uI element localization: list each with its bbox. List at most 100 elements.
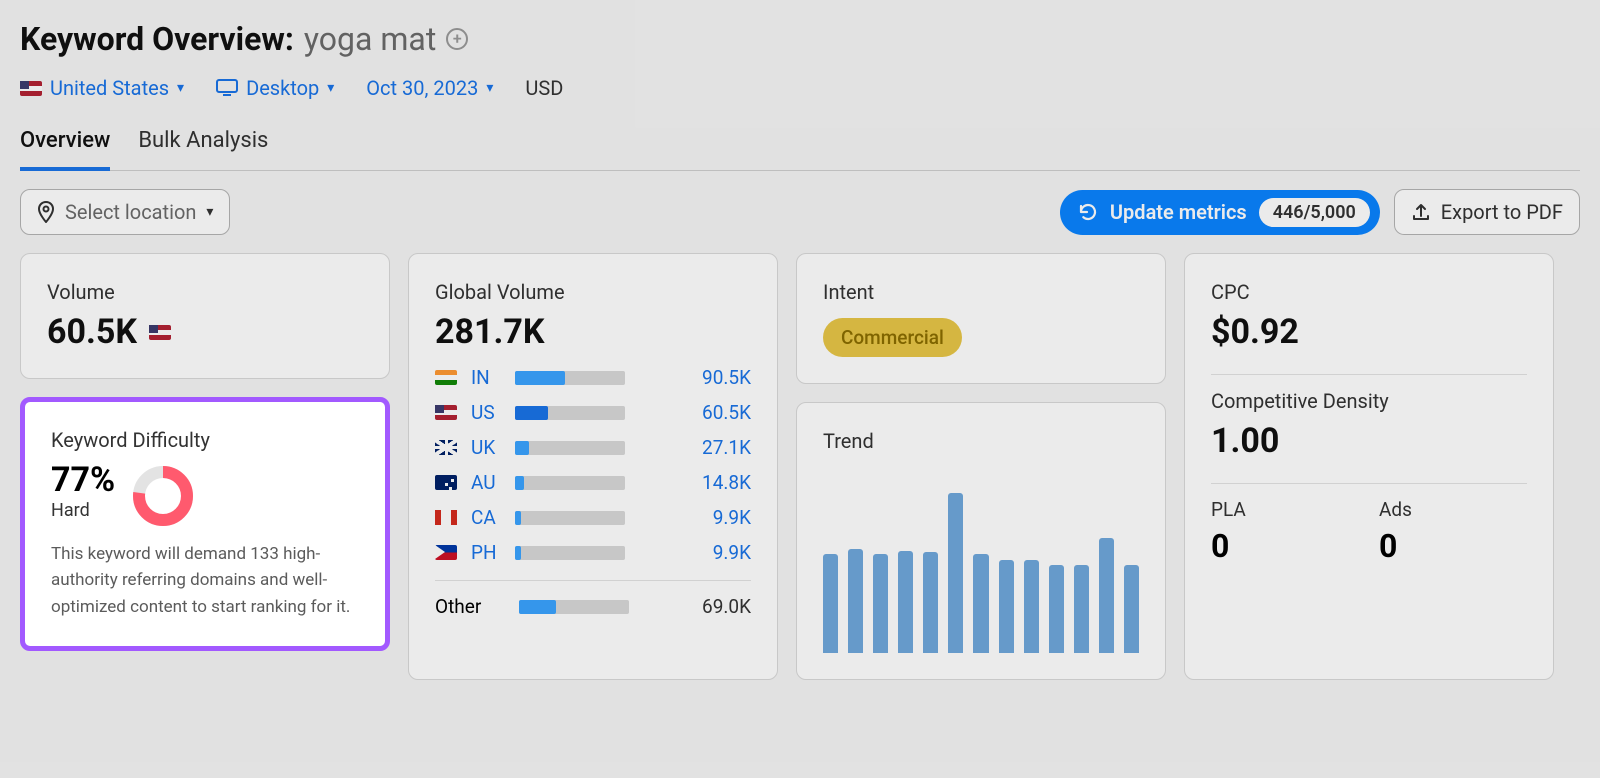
global-volume-row: UK 27.1K (435, 436, 751, 459)
trend-bar (1024, 560, 1039, 653)
trend-card: Trend (796, 402, 1166, 680)
chevron-down-icon: ▾ (206, 204, 213, 220)
tab-overview[interactable]: Overview (20, 128, 110, 171)
country-code-link[interactable]: PH (471, 541, 505, 564)
export-pdf-button[interactable]: Export to PDF (1394, 189, 1580, 235)
kd-level: Hard (51, 500, 115, 521)
country-code-link[interactable]: US (471, 401, 505, 424)
chevron-down-icon: ▾ (327, 80, 334, 96)
page-title-keyword: yoga mat (304, 20, 436, 58)
trend-bar (898, 551, 913, 653)
ca-flag-icon (435, 510, 457, 525)
kd-percent: 77% (51, 460, 115, 500)
in-flag-icon (435, 370, 457, 385)
global-volume-label: Global Volume (435, 280, 751, 304)
country-volume-link[interactable]: 9.9K (681, 506, 751, 529)
device-filter[interactable]: Desktop ▾ (216, 76, 334, 100)
trend-bar (823, 554, 838, 653)
ph-flag-icon (435, 545, 457, 560)
quota-badge: 446/5,000 (1259, 198, 1370, 227)
us-flag-icon (20, 81, 42, 96)
country-volume-link[interactable]: 27.1K (681, 436, 751, 459)
trend-bar (948, 493, 963, 653)
trend-bar (1124, 565, 1139, 653)
country-code-link[interactable]: CA (471, 506, 505, 529)
trend-bar (923, 552, 938, 653)
country-volume-link[interactable]: 90.5K (681, 366, 751, 389)
kd-description: This keyword will demand 133 high-author… (51, 541, 359, 620)
volume-bar (515, 406, 625, 420)
global-volume-card: Global Volume 281.7K IN 90.5K US 60.5K UK 27.… (408, 253, 778, 680)
volume-bar (515, 476, 625, 490)
pla-label: PLA (1211, 498, 1359, 521)
desktop-icon (216, 78, 238, 98)
device-filter-label: Desktop (246, 76, 319, 100)
volume-bar (515, 371, 625, 385)
add-keyword-icon[interactable]: + (446, 28, 468, 50)
us-flag-icon (149, 325, 171, 340)
cpc-card: CPC $0.92 Competitive Density 1.00 PLA 0… (1184, 253, 1554, 680)
intent-label: Intent (823, 280, 1139, 304)
global-volume-row: US 60.5K (435, 401, 751, 424)
country-volume-link[interactable]: 60.5K (681, 401, 751, 424)
chevron-down-icon: ▾ (177, 80, 184, 96)
trend-label: Trend (823, 429, 1139, 453)
tabs: Overview Bulk Analysis (20, 128, 1580, 171)
country-filter[interactable]: United States ▾ (20, 76, 184, 100)
global-volume-row: PH 9.9K (435, 541, 751, 564)
global-volume-row: IN 90.5K (435, 366, 751, 389)
ads-label: Ads (1379, 498, 1527, 521)
ads-value: 0 (1379, 527, 1527, 565)
volume-value: 60.5K (47, 312, 137, 352)
select-location-label: Select location (65, 200, 196, 224)
page-header: Keyword Overview: yoga mat + (20, 20, 1580, 58)
update-metrics-button[interactable]: Update metrics 446/5,000 (1060, 190, 1380, 235)
other-label: Other (435, 595, 495, 618)
global-volume-row: CA 9.9K (435, 506, 751, 529)
competitive-density-label: Competitive Density (1211, 389, 1527, 413)
refresh-icon (1078, 202, 1098, 222)
global-volume-list: IN 90.5K US 60.5K UK 27.1K AU 14.8K CA 9.9K PH 9.9K… (435, 366, 751, 618)
trend-bar (1099, 538, 1114, 653)
metrics-grid: Volume 60.5K Keyword Difficulty 77% Hard… (20, 253, 1580, 680)
country-filter-label: United States (50, 76, 169, 100)
pla-value: 0 (1211, 527, 1359, 565)
toolbar: Select location ▾ Update metrics 446/5,0… (20, 189, 1580, 235)
country-volume-link[interactable]: 14.8K (681, 471, 751, 494)
uk-flag-icon (435, 440, 457, 455)
kd-label: Keyword Difficulty (51, 428, 359, 452)
global-volume-value: 281.7K (435, 312, 751, 352)
volume-bar (515, 441, 625, 455)
intent-card: Intent Commercial (796, 253, 1166, 384)
trend-chart (823, 483, 1139, 653)
au-flag-icon (435, 475, 457, 490)
trend-bar (1049, 565, 1064, 653)
filters-row: United States ▾ Desktop ▾ Oct 30, 2023 ▾… (20, 76, 1580, 100)
country-code-link[interactable]: AU (471, 471, 505, 494)
trend-bar (973, 554, 988, 653)
volume-bar (519, 600, 629, 614)
volume-bar (515, 546, 625, 560)
chevron-down-icon: ▾ (486, 80, 493, 96)
keyword-difficulty-card: Keyword Difficulty 77% Hard This keyword… (20, 397, 390, 651)
trend-bar (999, 560, 1014, 653)
us-flag-icon (435, 405, 457, 420)
tab-bulk-analysis[interactable]: Bulk Analysis (138, 128, 268, 170)
country-volume-link[interactable]: 9.9K (681, 541, 751, 564)
trend-bar (1074, 565, 1089, 653)
date-filter[interactable]: Oct 30, 2023 ▾ (366, 76, 493, 100)
currency-label: USD (525, 76, 563, 100)
trend-bar (848, 549, 863, 653)
volume-card: Volume 60.5K (20, 253, 390, 379)
date-filter-label: Oct 30, 2023 (366, 76, 478, 100)
country-code-link[interactable]: UK (471, 436, 505, 459)
trend-bar (873, 554, 888, 653)
country-code-link[interactable]: IN (471, 366, 505, 389)
cpc-label: CPC (1211, 280, 1527, 304)
select-location-dropdown[interactable]: Select location ▾ (20, 189, 230, 235)
volume-label: Volume (47, 280, 363, 304)
kd-donut-chart (131, 464, 195, 532)
intent-badge: Commercial (823, 318, 962, 357)
page-title-label: Keyword Overview: (20, 20, 294, 58)
cpc-value: $0.92 (1211, 312, 1527, 352)
